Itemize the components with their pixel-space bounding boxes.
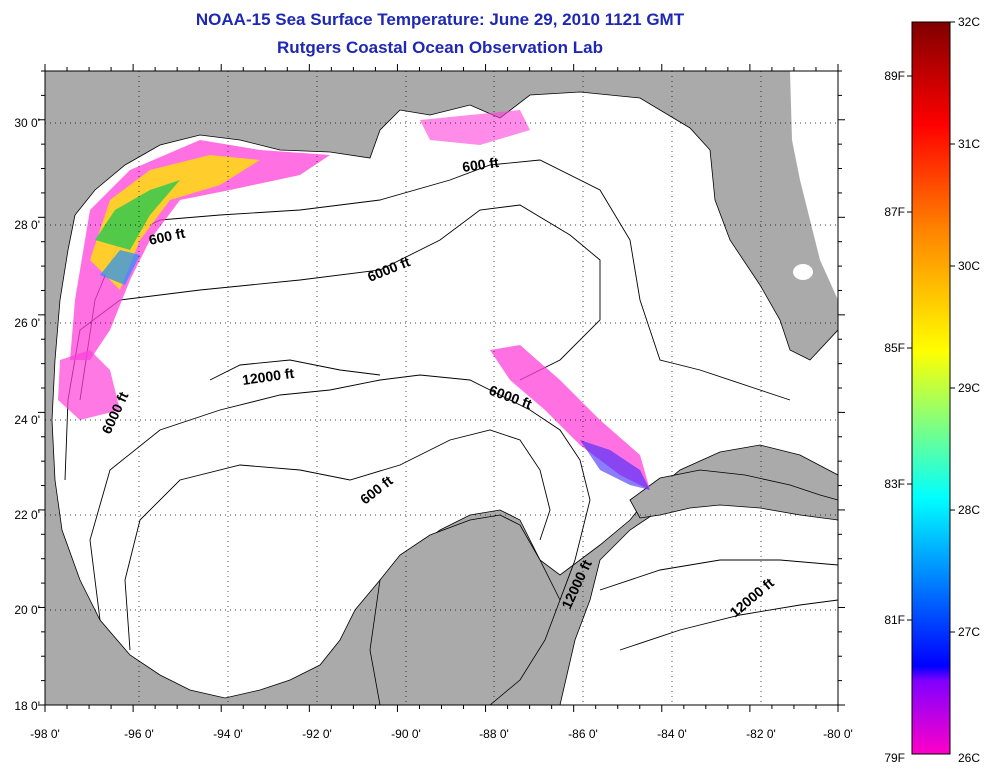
lon-tick-label: -96 0' xyxy=(124,727,154,741)
lat-tick-label: 20 0' xyxy=(14,603,40,617)
map-title: NOAA-15 Sea Surface Temperature: June 29… xyxy=(195,10,685,29)
colorbar-ticks xyxy=(907,21,955,633)
colorbar-label-f: 81F xyxy=(884,613,905,627)
lat-tick-label: 22 0' xyxy=(14,508,40,522)
colorbar-label-c: 29C xyxy=(958,381,980,395)
colorbar-celsius-labels: 32C 31C 30C 29C 28C 27C 26C xyxy=(958,15,980,765)
lat-axis: 18 0' 20 0' 22 0' 24 0' 26 0' 28 0' 30 0… xyxy=(14,116,40,713)
lon-axis: -98 0' -96 0' -94 0' -92 0' -90 0' -88 0… xyxy=(30,727,853,741)
colorbar-label-c: 26C xyxy=(958,751,980,765)
lon-tick-label: -82 0' xyxy=(746,727,776,741)
colorbar-label-c: 28C xyxy=(958,503,980,517)
lon-tick-label: -92 0' xyxy=(302,727,332,741)
colorbar-label-c: 30C xyxy=(958,259,980,273)
grid-lines xyxy=(45,71,838,705)
lake-okeechobee xyxy=(793,264,813,280)
colorbar xyxy=(911,21,951,755)
contour-label-12000ft: 12000 ft xyxy=(241,365,295,388)
lat-tick-label: 24 0' xyxy=(14,413,40,427)
tick-marks xyxy=(38,64,845,712)
colorbar-label-c: 32C xyxy=(958,15,980,29)
contour-label-600ft: 600 ft xyxy=(147,225,186,248)
lon-tick-label: -80 0' xyxy=(823,727,853,741)
contour-label-600ft: 600 ft xyxy=(461,154,500,175)
colorbar-label-f: 85F xyxy=(884,341,905,355)
colorbar-label-c: 31C xyxy=(958,137,980,151)
colorbar-label-f: 79F xyxy=(884,751,905,765)
colorbar-label-f: 87F xyxy=(884,205,905,219)
map-subtitle: Rutgers Coastal Ocean Observation Lab xyxy=(277,38,603,57)
lon-tick-label: -94 0' xyxy=(213,727,243,741)
sst-data-swath xyxy=(58,110,650,490)
colorbar-label-f: 89F xyxy=(884,69,905,83)
cuba-land xyxy=(629,469,838,521)
atlantic-ocean xyxy=(790,71,838,300)
lat-tick-label: 18 0' xyxy=(14,699,40,713)
gulf-ocean xyxy=(51,91,838,699)
lon-tick-label: -98 0' xyxy=(30,727,60,741)
colorbar-label-f: 83F xyxy=(884,477,905,491)
lon-tick-label: -88 0' xyxy=(479,727,509,741)
lon-tick-label: -84 0' xyxy=(657,727,687,741)
lon-tick-label: -86 0' xyxy=(568,727,598,741)
lat-tick-label: 30 0' xyxy=(14,116,40,130)
lat-tick-label: 26 0' xyxy=(14,316,40,330)
lat-tick-label: 28 0' xyxy=(14,218,40,232)
colorbar-fahrenheit-labels: 89F 87F 85F 83F 81F 79F xyxy=(884,69,905,765)
lon-tick-label: -90 0' xyxy=(391,727,421,741)
colorbar-label-c: 27C xyxy=(958,625,980,639)
